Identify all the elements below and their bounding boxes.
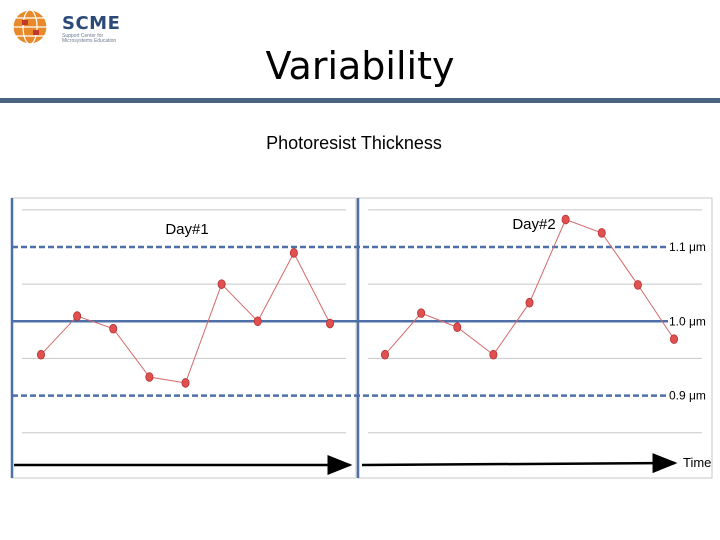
data-point xyxy=(561,214,570,225)
data-point xyxy=(325,318,334,329)
title-divider xyxy=(0,98,720,103)
plot-panel-2 xyxy=(357,197,713,479)
data-point xyxy=(597,228,606,238)
data-point xyxy=(489,349,498,360)
data-point xyxy=(253,316,262,327)
data-point xyxy=(380,349,389,360)
scme-logo: SCME Support Center for Microsystems Edu… xyxy=(10,6,120,48)
data-point xyxy=(109,323,118,334)
data-point xyxy=(417,308,426,318)
data-point xyxy=(453,322,462,333)
logo-tagline: Support Center for Microsystems Educatio… xyxy=(62,33,117,44)
ref-label-1-1: 1.1 μm xyxy=(669,240,706,254)
logo-wordmark: SCME xyxy=(62,13,121,34)
ref-label-0-9: 0.9 μm xyxy=(669,389,706,403)
data-point xyxy=(145,372,154,382)
globe-icon xyxy=(12,9,48,45)
data-point xyxy=(670,334,679,344)
data-point xyxy=(289,248,298,258)
x-axis-label: Time xyxy=(683,455,711,470)
photoresist-thickness-chart: Photoresist Thickness Day#1 Day#2 1.1 μm… xyxy=(10,133,713,479)
data-point xyxy=(525,297,534,308)
data-point xyxy=(217,279,226,289)
panel-label-day1: Day#1 xyxy=(165,221,208,238)
panel-label-day2: Day#2 xyxy=(512,216,555,233)
ref-label-1-0: 1.0 μm xyxy=(669,314,706,328)
slide-title: Variability xyxy=(265,44,455,88)
data-point xyxy=(73,311,82,321)
chart-title: Photoresist Thickness xyxy=(266,133,442,153)
data-point xyxy=(37,349,46,360)
data-point xyxy=(181,378,190,388)
time-arrow-day2 xyxy=(361,453,678,474)
data-point xyxy=(633,280,642,290)
plot-panel-1 xyxy=(11,197,357,479)
